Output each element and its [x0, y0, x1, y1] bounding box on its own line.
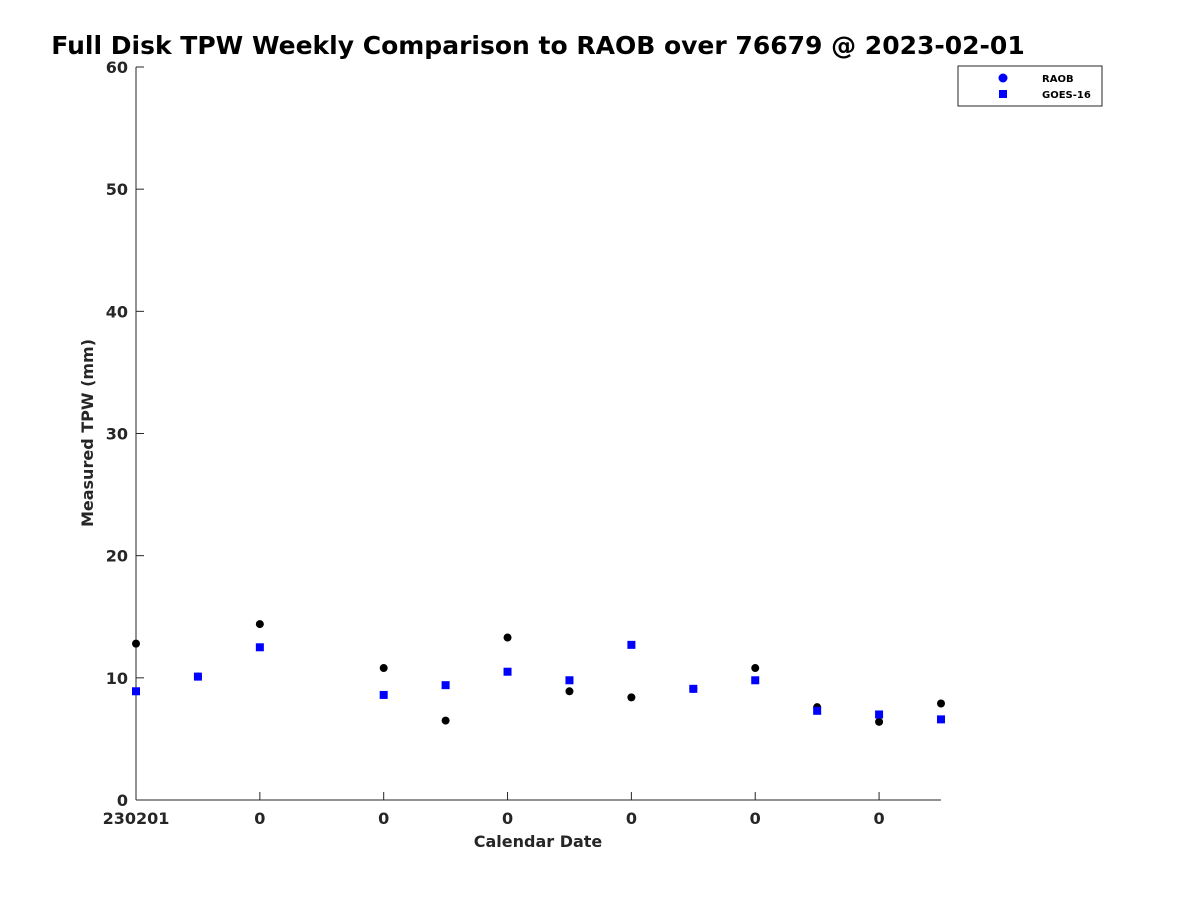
- y-tick-label: 10: [106, 669, 128, 688]
- legend: RAOB GOES-16: [957, 65, 1103, 107]
- legend-box: [957, 65, 1103, 107]
- goes-16-point: [132, 687, 140, 696]
- goes-16-point: [565, 676, 574, 685]
- goes-16-point: [255, 643, 264, 652]
- goes-16-point: [751, 676, 760, 685]
- x-tick-label: 0: [378, 809, 389, 828]
- series-raob: [132, 620, 945, 726]
- x-tick-label: 0: [750, 809, 761, 828]
- raob-point: [503, 633, 512, 642]
- goes-16-point: [875, 710, 884, 719]
- goes-16-point: [689, 684, 698, 693]
- goes-16-point: [503, 667, 512, 676]
- x-tick-label: 0: [254, 809, 265, 828]
- y-axis-label: Measured TPW (mm): [78, 339, 97, 527]
- y-tick-label: 50: [106, 180, 128, 199]
- raob-point: [565, 687, 574, 696]
- goes-16-point: [441, 681, 450, 690]
- y-tick-label: 0: [117, 791, 128, 810]
- raob-point: [937, 699, 945, 708]
- legend-goes-16-marker: [999, 90, 1007, 98]
- series-goes-16: [132, 640, 945, 724]
- y-tick-label: 60: [106, 58, 128, 77]
- legend-raob-marker: [998, 73, 1008, 83]
- raob-point: [255, 620, 264, 629]
- x-tick-label: 0: [874, 809, 885, 828]
- raob-point: [132, 639, 140, 648]
- x-ticks: 230201 0 0 0 0 0 0: [103, 792, 885, 828]
- y-ticks: 0 10 20 30 40 50 60: [106, 58, 144, 810]
- y-tick-label: 40: [106, 302, 128, 321]
- goes-16-point: [937, 715, 945, 724]
- raob-point: [751, 664, 760, 673]
- x-tick-label: 0: [502, 809, 513, 828]
- chart-title: Full Disk TPW Weekly Comparison to RAOB …: [51, 31, 1024, 60]
- goes-16-point: [627, 640, 636, 649]
- goes-16-point: [193, 672, 202, 681]
- raob-point: [379, 664, 388, 673]
- raob-point: [441, 716, 450, 725]
- raob-point: [875, 717, 884, 726]
- axes: [135, 67, 941, 801]
- y-tick-label: 20: [106, 547, 128, 566]
- goes-16-point: [379, 690, 388, 699]
- legend-label: RAOB: [1042, 74, 1074, 85]
- x-tick-label: 230201: [103, 809, 170, 828]
- goes-16-point: [813, 706, 822, 715]
- raob-point: [627, 693, 636, 702]
- y-tick-label: 30: [106, 425, 128, 444]
- data-series: [132, 620, 945, 726]
- x-tick-label: 0: [626, 809, 637, 828]
- legend-label: GOES-16: [1042, 90, 1091, 101]
- x-axis-label: Calendar Date: [474, 832, 603, 851]
